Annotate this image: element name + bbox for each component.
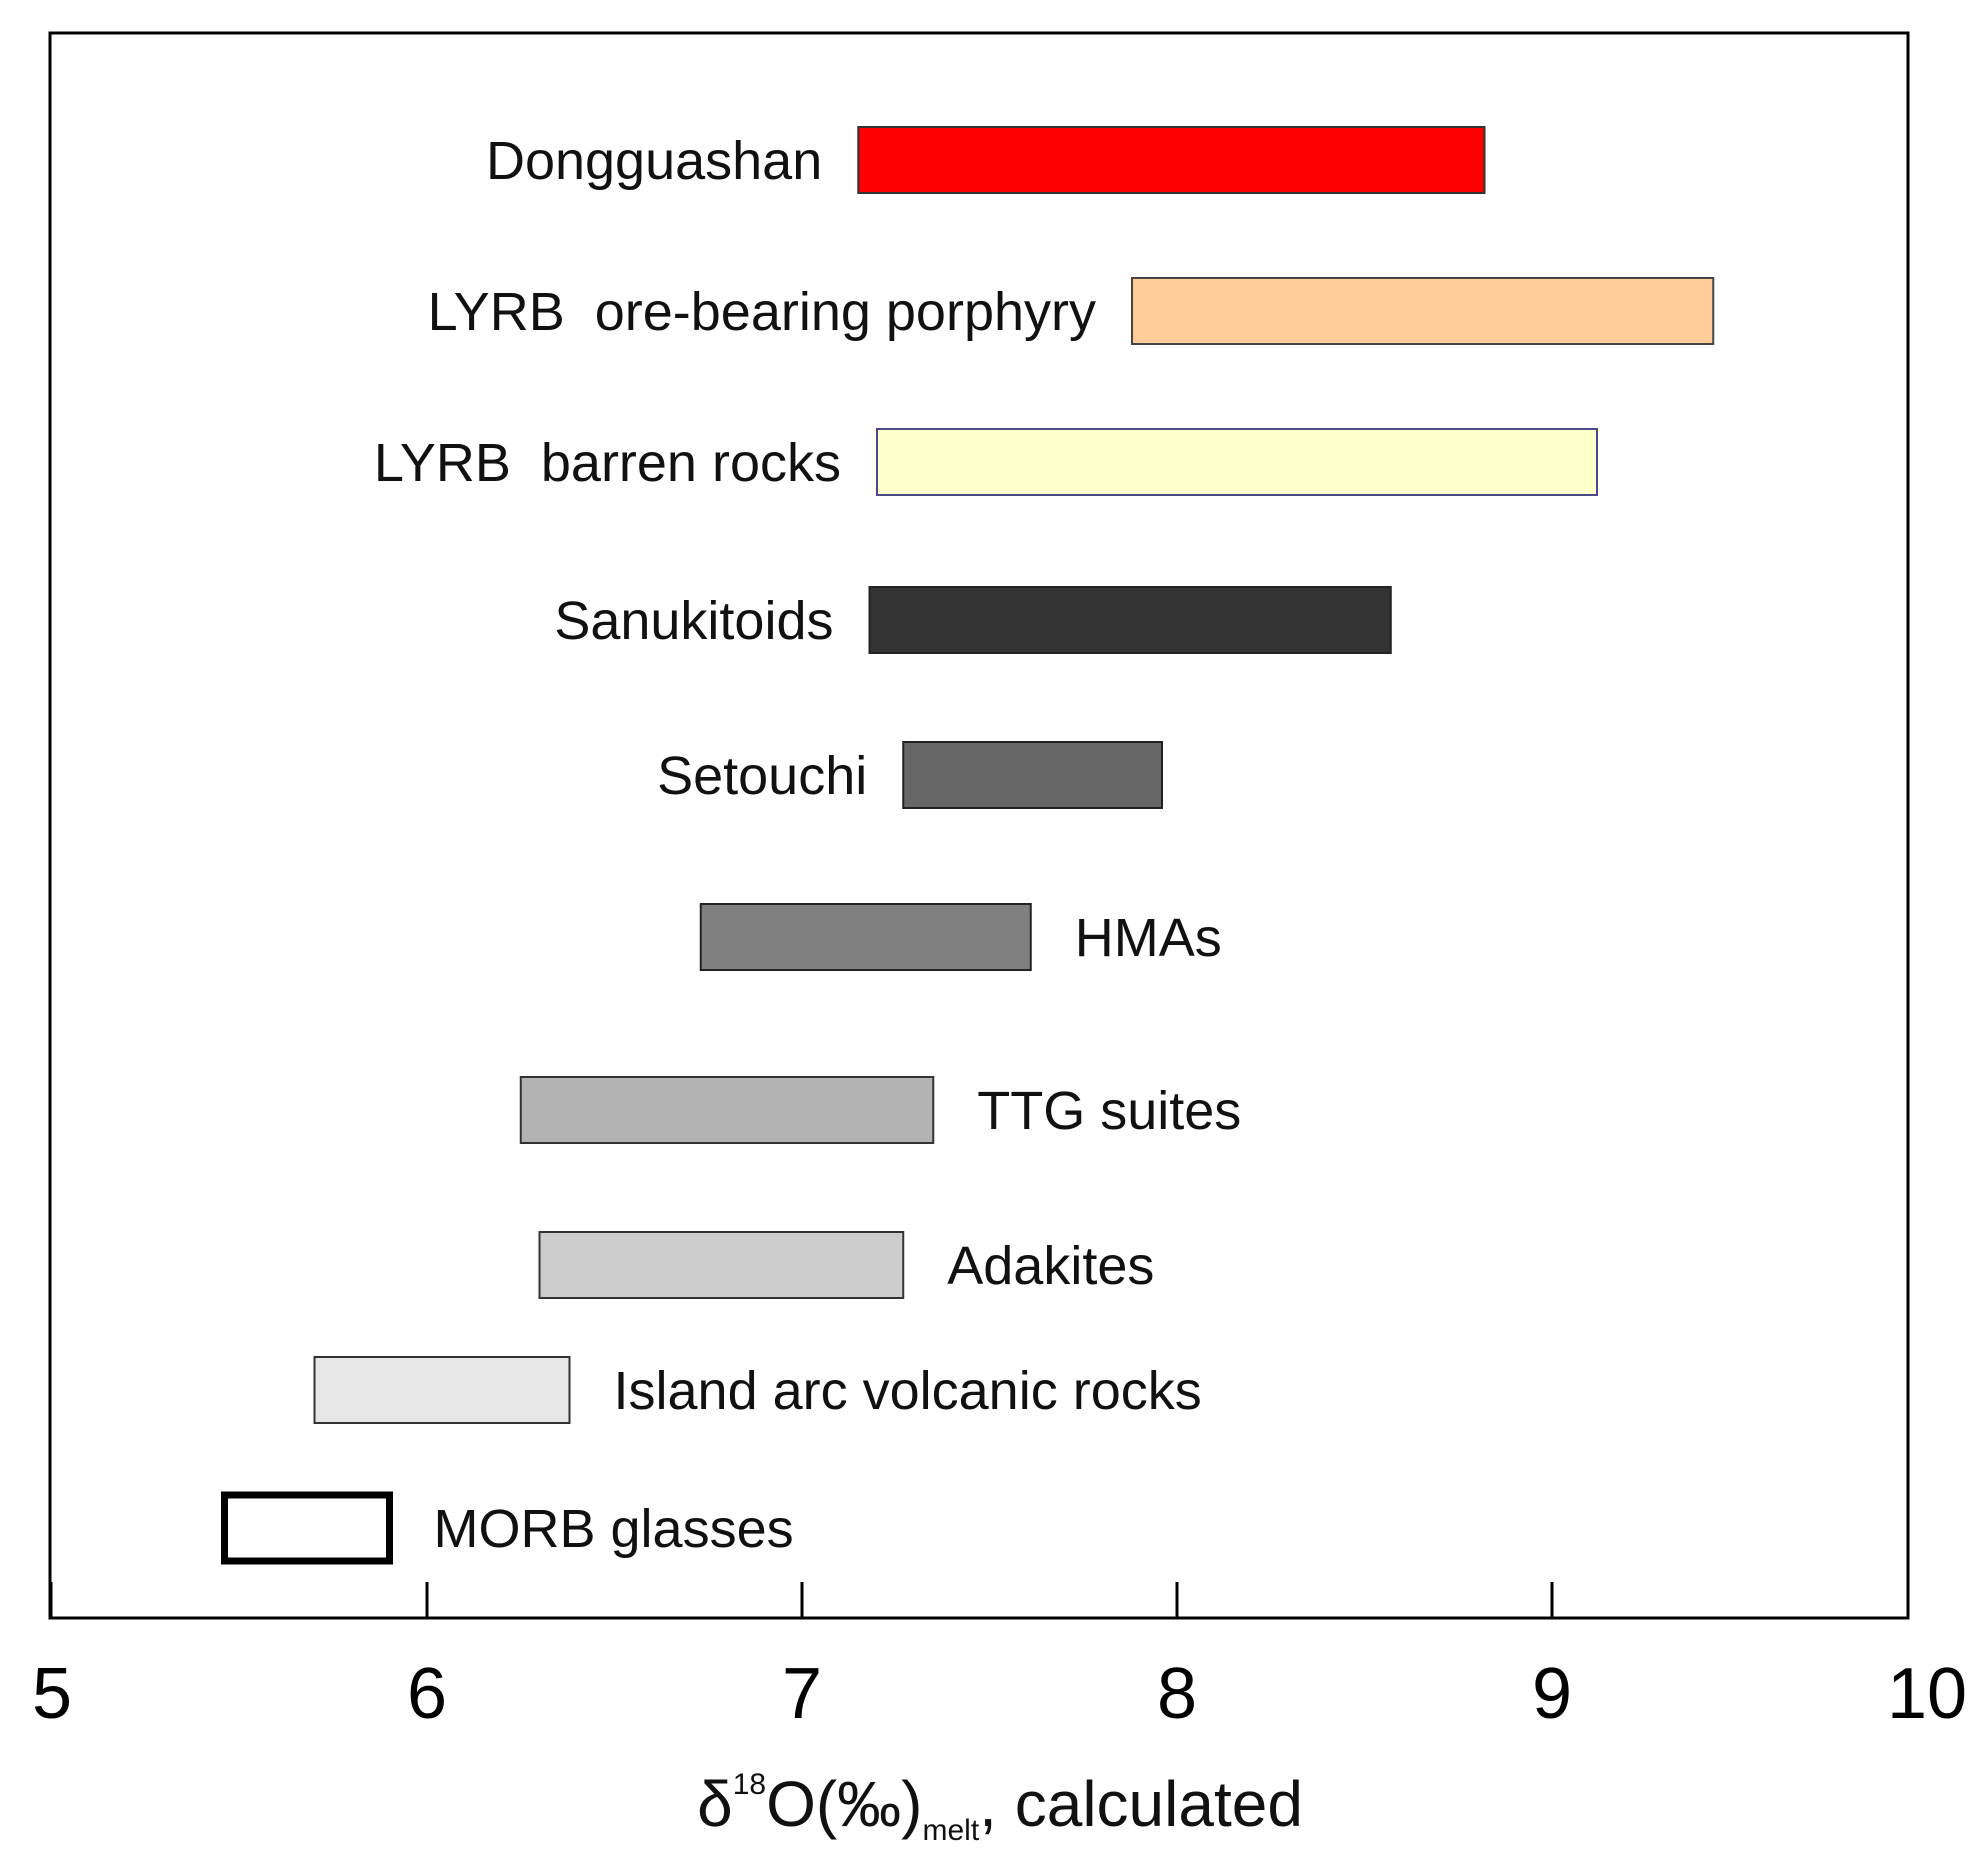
x-tick-label: 6 [407, 1654, 447, 1734]
bar-label: Setouchi [657, 746, 867, 806]
x-axis-label-suffix: , calculated [979, 1768, 1303, 1840]
bar-hmas [699, 903, 1032, 971]
bar-label: LYRB ore-bearing porphyry [428, 282, 1096, 342]
x-tick-label: 9 [1532, 1654, 1572, 1734]
bar-ttg-suites [519, 1076, 935, 1144]
x-axis-ticks [49, 1582, 1554, 1618]
bar-label: MORB glasses [434, 1499, 794, 1559]
bar-lyrb-barren-rocks [876, 428, 1598, 496]
bar-label: TTG suites [977, 1081, 1241, 1141]
bar-labels-group: Dongguashan LYRB ore-bearing porphyry LYRB… [374, 131, 1241, 1559]
bar-label: Sanukitoids [554, 591, 833, 651]
bar-setouchi [902, 741, 1163, 809]
bar-dongguashan [857, 126, 1486, 194]
x-axis-label-base: δ [697, 1768, 733, 1840]
bar-label: Island arc volcanic rocks [614, 1361, 1202, 1421]
x-axis-label-main: O(‰) [766, 1768, 922, 1840]
x-tick-label: 5 [32, 1654, 72, 1734]
bar-sanukitoids [868, 586, 1392, 654]
x-axis-label-sub: melt [922, 1814, 979, 1847]
bars-group [221, 126, 1715, 1565]
plot-frame [48, 31, 1910, 1620]
x-tick-label: 8 [1157, 1654, 1197, 1734]
x-axis-label: δ18O(‰)melt, calculated [697, 1768, 1303, 1847]
bar-label: HMAs [1075, 908, 1222, 968]
bar-island-arc-volcanic-rocks [313, 1356, 571, 1424]
bar-adakites [538, 1231, 905, 1299]
bar-label: Adakites [947, 1236, 1154, 1296]
x-tick-label: 7 [782, 1654, 822, 1734]
bar-lyrb-ore-bearing-porphyry [1131, 277, 1715, 345]
x-tick-label: 10 [1887, 1654, 1967, 1734]
bar-label: Dongguashan [486, 131, 822, 191]
bar-label: LYRB barren rocks [374, 433, 841, 493]
bar-morb-glasses [221, 1491, 393, 1565]
x-axis-tick-labels: 5 6 7 8 9 10 [32, 1654, 1967, 1734]
x-axis-label-sup: 18 [733, 1768, 766, 1801]
